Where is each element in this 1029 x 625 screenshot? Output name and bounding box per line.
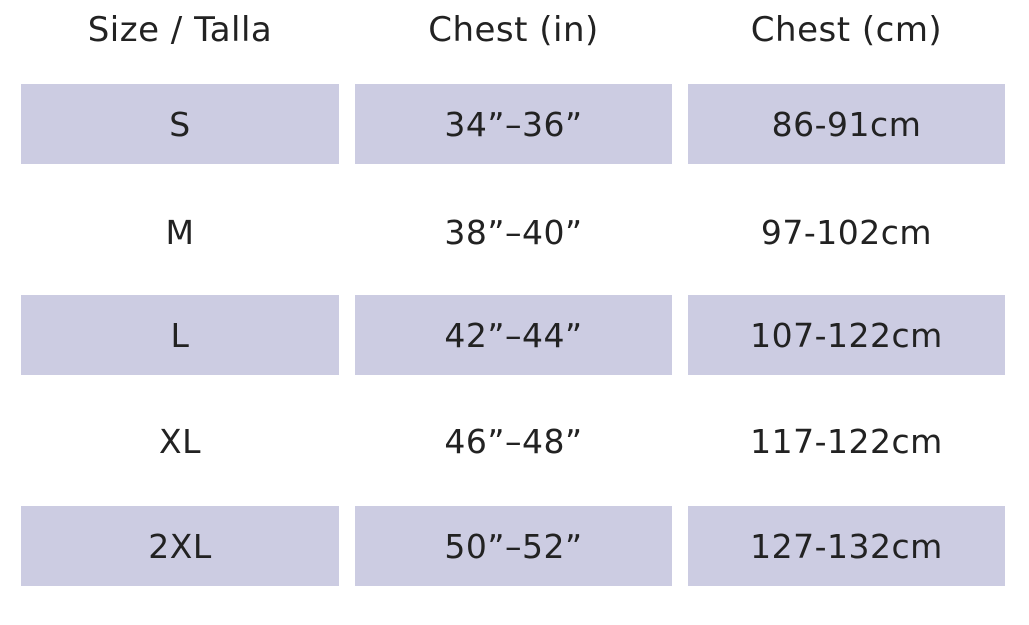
column-header: Size / Talla bbox=[87, 10, 273, 50]
table-cell: 97-102cm bbox=[760, 212, 933, 252]
table-cell: S bbox=[21, 84, 339, 164]
table-cell: 50”–52” bbox=[355, 506, 672, 586]
column-header: Chest (cm) bbox=[750, 10, 943, 50]
table-cell: 2XL bbox=[21, 506, 339, 586]
table-cell: XL bbox=[159, 421, 201, 461]
table-cell: 127-132cm bbox=[688, 506, 1005, 586]
table-cell: 107-122cm bbox=[688, 295, 1005, 375]
table-cell: L bbox=[21, 295, 339, 375]
table-cell: 38”–40” bbox=[444, 212, 583, 252]
table-cell: M bbox=[165, 212, 195, 252]
table-cell: 46”–48” bbox=[444, 421, 583, 461]
column-header: Chest (in) bbox=[428, 10, 599, 50]
table-cell: 117-122cm bbox=[750, 421, 943, 461]
table-cell: 42”–44” bbox=[355, 295, 672, 375]
table-cell: 34”–36” bbox=[355, 84, 672, 164]
table-cell: 86-91cm bbox=[688, 84, 1005, 164]
